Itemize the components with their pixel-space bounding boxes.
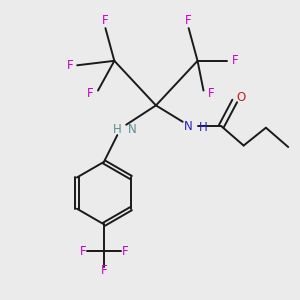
Text: F: F [66, 59, 73, 72]
Text: F: F [231, 54, 238, 67]
Text: F: F [185, 14, 192, 27]
Text: F: F [122, 244, 128, 258]
Text: H: H [113, 123, 122, 136]
Text: F: F [80, 244, 86, 258]
Text: N: N [128, 123, 136, 136]
Text: H: H [199, 121, 208, 134]
Text: O: O [236, 92, 245, 104]
Text: F: F [87, 87, 94, 100]
Text: F: F [208, 87, 214, 100]
Text: N: N [184, 120, 193, 133]
Text: F: F [100, 264, 107, 277]
Text: F: F [102, 14, 109, 27]
